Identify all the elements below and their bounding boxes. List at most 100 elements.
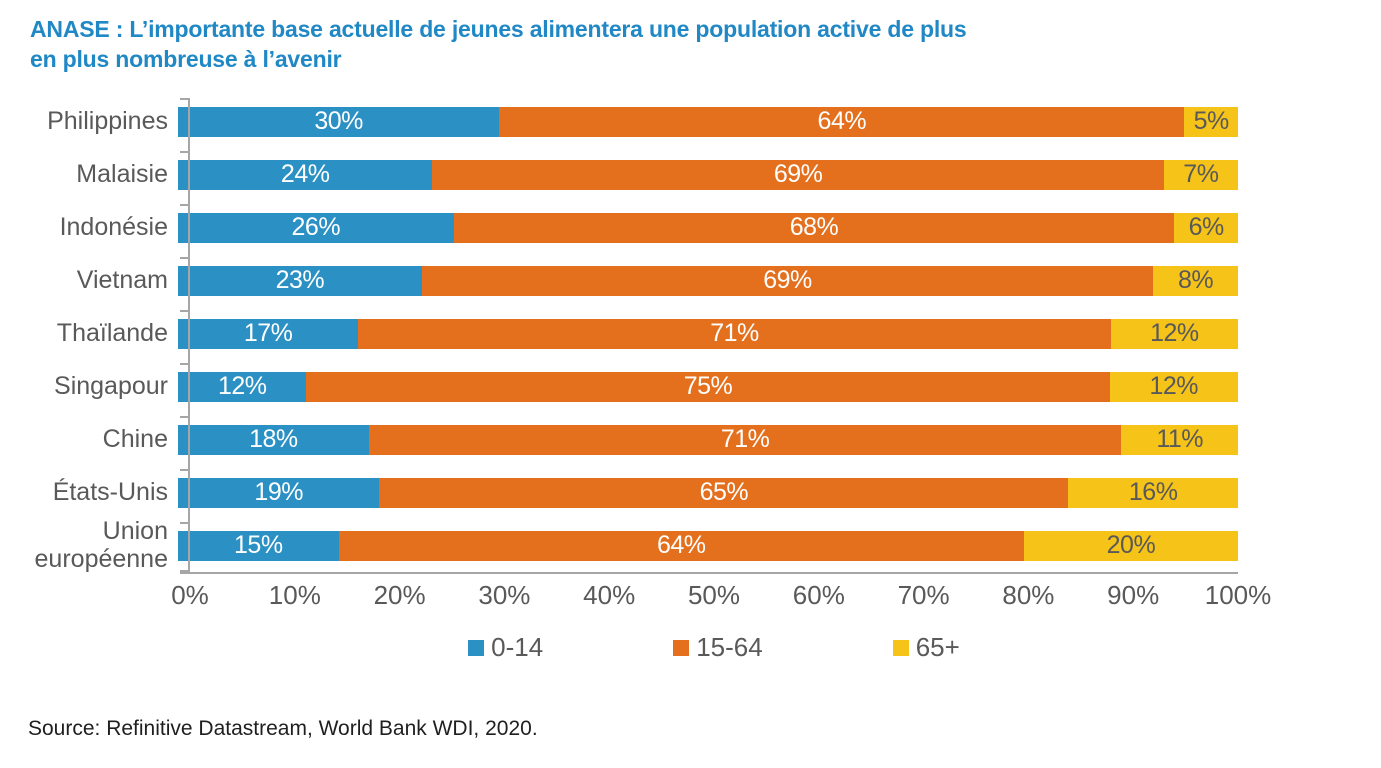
- category-label: Thaïlande: [56, 318, 168, 347]
- bar-segment-0-14: 24%: [178, 159, 433, 190]
- bar-segment-label: 24%: [280, 160, 330, 188]
- x-axis-labels: 0% 10% 20% 30% 40% 50% 60% 70% 80% 90% 100%: [28, 580, 1271, 624]
- legend-label: 15-64: [696, 632, 763, 662]
- bar-segment-label: 64%: [656, 531, 706, 559]
- bar-row: Thaïlande 17% 71% 12%: [28, 307, 1238, 360]
- bar-segment-65+: 7%: [1163, 159, 1238, 190]
- y-axis-tick: [180, 570, 188, 572]
- bar-segment-0-14: 30%: [178, 106, 500, 137]
- stacked-bar: 18% 71% 11%: [178, 424, 1238, 455]
- bar-segment-15-64: 64%: [338, 530, 1024, 561]
- bar-segment-15-64: 75%: [306, 371, 1110, 402]
- bar-segment-15-64: 69%: [432, 159, 1164, 190]
- bar-segment-label: 18%: [249, 425, 298, 453]
- bar-segment-65+: 12%: [1110, 318, 1238, 349]
- stacked-bar: 30% 64% 5%: [178, 106, 1238, 137]
- bar-row: Chine 18% 71% 11%: [28, 413, 1238, 466]
- bar-segment-label: 6%: [1188, 213, 1225, 241]
- bar-segment-15-64: 69%: [421, 265, 1154, 296]
- bar-segment-65+: 8%: [1153, 265, 1238, 296]
- legend-label: 65+: [915, 632, 960, 662]
- bar-segment-15-64: 71%: [368, 424, 1122, 455]
- bar-segment-label: 12%: [1150, 319, 1199, 347]
- legend-label: 0-14: [491, 632, 544, 662]
- bar-segment-0-14: 17%: [178, 318, 359, 349]
- x-tick-label: 30%: [478, 580, 531, 610]
- x-tick-label: 40%: [583, 580, 636, 610]
- stacked-bar: 15% 64% 20%: [178, 530, 1238, 561]
- y-axis-tick: [180, 257, 188, 259]
- bar-row: Singapour 12% 75% 12%: [28, 360, 1238, 413]
- y-axis-tick: [180, 151, 188, 153]
- y-axis-tick: [180, 310, 188, 312]
- legend-swatch-icon: [468, 639, 485, 656]
- category-label: Chine: [102, 424, 168, 453]
- y-axis-line: [188, 98, 190, 572]
- x-tick-label: 80%: [1002, 580, 1055, 610]
- y-axis-tick: [180, 363, 188, 365]
- stacked-bar: 24% 69% 7%: [178, 159, 1238, 190]
- x-tick-label: 90%: [1107, 580, 1160, 610]
- category-label: Vietnam: [76, 265, 168, 294]
- bar-segment-0-14: 19%: [178, 477, 380, 508]
- bar-segment-label: 5%: [1193, 107, 1230, 135]
- legend-swatch-icon: [892, 639, 909, 656]
- bar-segment-15-64: 68%: [453, 212, 1175, 243]
- bar-segment-label: 12%: [1149, 372, 1199, 400]
- category-label: États-Unis: [52, 477, 168, 506]
- y-axis-tick: [180, 204, 188, 206]
- source-note: Source: Refinitive Datastream, World Ban…: [28, 717, 538, 740]
- bar-segment-label: 71%: [710, 319, 759, 347]
- x-tick-label: 60%: [792, 580, 845, 610]
- bar-segment-15-64: 64%: [499, 106, 1185, 137]
- bar-segment-label: 8%: [1178, 266, 1214, 294]
- bar-segment-15-64: 65%: [379, 477, 1069, 508]
- y-axis-tick: [180, 416, 188, 418]
- bar-segment-label: 12%: [217, 372, 267, 400]
- legend-swatch-icon: [673, 639, 690, 656]
- bar-segment-label: 15%: [234, 531, 283, 559]
- category-label: Singapour: [54, 371, 168, 400]
- bar-segment-15-64: 71%: [358, 318, 1111, 349]
- bar-segment-label: 20%: [1106, 531, 1156, 559]
- bar-segment-65+: 16%: [1068, 477, 1238, 508]
- legend-item-15-64: 15-64: [673, 632, 763, 663]
- bar-row: Malaisie 24% 69% 7%: [28, 148, 1238, 201]
- plot-area: Philippines 30% 64% 5% Malaisie 24% 69% 7% Indon…: [28, 95, 1238, 574]
- category-label: Malaisie: [76, 159, 168, 188]
- x-tick-label: 70%: [897, 580, 950, 610]
- bar-row: États-Unis 19% 65% 16%: [28, 466, 1238, 519]
- bar-segment-label: 64%: [817, 107, 867, 135]
- x-tick-label: 0%: [171, 580, 209, 610]
- bar-segment-65+: 20%: [1023, 530, 1238, 561]
- x-tick-label: 50%: [687, 580, 741, 610]
- category-label: Indonésie: [59, 212, 168, 241]
- x-axis-line: [180, 572, 1238, 574]
- bar-row: Indonésie 26% 68% 6%: [28, 201, 1238, 254]
- stacked-bar: 26% 68% 6%: [178, 212, 1238, 243]
- bar-segment-label: 11%: [1156, 425, 1204, 453]
- stacked-bar-chart: Philippines 30% 64% 5% Malaisie 24% 69% 7% Indon…: [28, 95, 1271, 663]
- category-label: Union européenne: [34, 517, 168, 573]
- legend-item-0-14: 0-14: [468, 632, 543, 663]
- bar-segment-65+: 12%: [1109, 371, 1238, 402]
- y-axis-tick: [180, 98, 188, 100]
- bar-segment-65+: 5%: [1184, 106, 1238, 137]
- bar-segment-label: 68%: [789, 213, 839, 241]
- x-tick-label: 20%: [373, 580, 426, 610]
- legend-item-65+: 65+: [892, 632, 960, 663]
- bar-segment-label: 26%: [291, 213, 341, 241]
- bar-segment-65+: 11%: [1121, 424, 1238, 455]
- stacked-bar: 23% 69% 8%: [178, 265, 1238, 296]
- y-axis-tick: [180, 469, 188, 471]
- stacked-bar: 19% 65% 16%: [178, 477, 1238, 508]
- bar-segment-0-14: 12%: [178, 371, 307, 402]
- bar-segment-0-14: 23%: [178, 265, 422, 296]
- bar-row: Vietnam 23% 69% 8%: [28, 254, 1238, 307]
- bar-row: Philippines 30% 64% 5%: [28, 95, 1238, 148]
- x-tick-label: 100%: [1204, 580, 1272, 610]
- bar-segment-0-14: 15%: [178, 530, 339, 561]
- bar-segment-label: 65%: [699, 478, 749, 506]
- bar-segment-label: 30%: [314, 107, 363, 135]
- bar-segment-label: 69%: [763, 266, 812, 294]
